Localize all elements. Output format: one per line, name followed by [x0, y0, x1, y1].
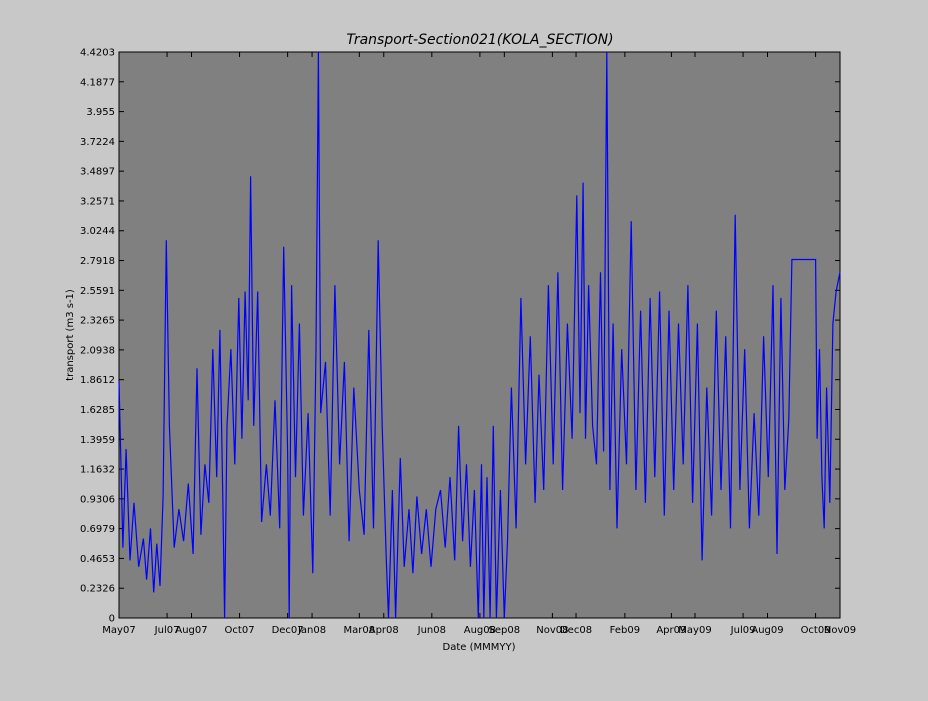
y-axis-label: transport (m3 s-1): [65, 289, 76, 381]
y-tick-label: 3.2571: [80, 196, 115, 207]
x-tick-label: Jul09: [730, 625, 756, 636]
y-tick-label: 2.3265: [80, 316, 115, 327]
y-tick-label: 0.9306: [80, 494, 115, 505]
x-tick-label: Apr09: [656, 625, 686, 636]
y-tick-label: 0.4653: [80, 554, 115, 565]
x-tick-label: May07: [102, 625, 135, 636]
x-tick-label: Nov08: [536, 625, 568, 636]
x-tick-label: Dec07: [272, 625, 304, 636]
y-tick-label: 1.1632: [80, 465, 115, 476]
y-tick-label: 4.4203: [80, 48, 115, 59]
y-tick-label: 1.6285: [80, 405, 115, 416]
y-tick-label: 1.8612: [80, 375, 115, 386]
x-tick-label: Jul07: [154, 625, 180, 636]
y-tick-label: 4.1877: [80, 77, 115, 88]
y-tick-label: 2.5591: [80, 286, 115, 297]
x-tick-label: Oct07: [225, 625, 255, 636]
y-tick-label: 3.4897: [80, 167, 115, 178]
x-tick-label: Aug08: [464, 625, 496, 636]
y-tick-label: 0.6979: [80, 524, 115, 535]
y-axis: 0 0.2326 0.4653 0.6979 0.9306 1.1632 1.3959 1.6…: [80, 48, 840, 625]
x-tick-label: Aug09: [751, 625, 783, 636]
x-tick-label: Oct09: [801, 625, 831, 636]
x-tick-label: Dec08: [560, 625, 592, 636]
x-tick-label: Aug07: [175, 625, 207, 636]
series-layer: [118, 51, 841, 619]
y-tick-label: 3.0244: [80, 226, 115, 237]
x-tick-label: Sep08: [489, 625, 521, 636]
y-tick-label: 3.955: [86, 107, 115, 118]
y-tick-label: 3.7224: [80, 137, 115, 148]
x-axis-label: Date (MMMYY): [443, 642, 516, 653]
x-tick-label: Mar08: [344, 625, 376, 636]
y-tick-label: 2.7918: [80, 256, 115, 267]
series-line: [118, 51, 841, 619]
x-tick-label: Feb09: [610, 625, 640, 636]
y-tick-label: 1.3959: [80, 435, 115, 446]
x-tick-label: May09: [678, 625, 711, 636]
chart-title: Transport-Section021(KOLA_SECTION): [346, 32, 613, 48]
y-tick-label: 0.2326: [80, 584, 115, 595]
y-tick-label: 2.0938: [80, 345, 115, 356]
y-tick-label: 0: [109, 614, 115, 625]
x-tick-label: Nov09: [824, 625, 856, 636]
x-tick-label: Jun08: [417, 625, 446, 636]
x-tick-label: Apr08: [369, 625, 399, 636]
x-tick-label: Jan08: [297, 625, 326, 636]
